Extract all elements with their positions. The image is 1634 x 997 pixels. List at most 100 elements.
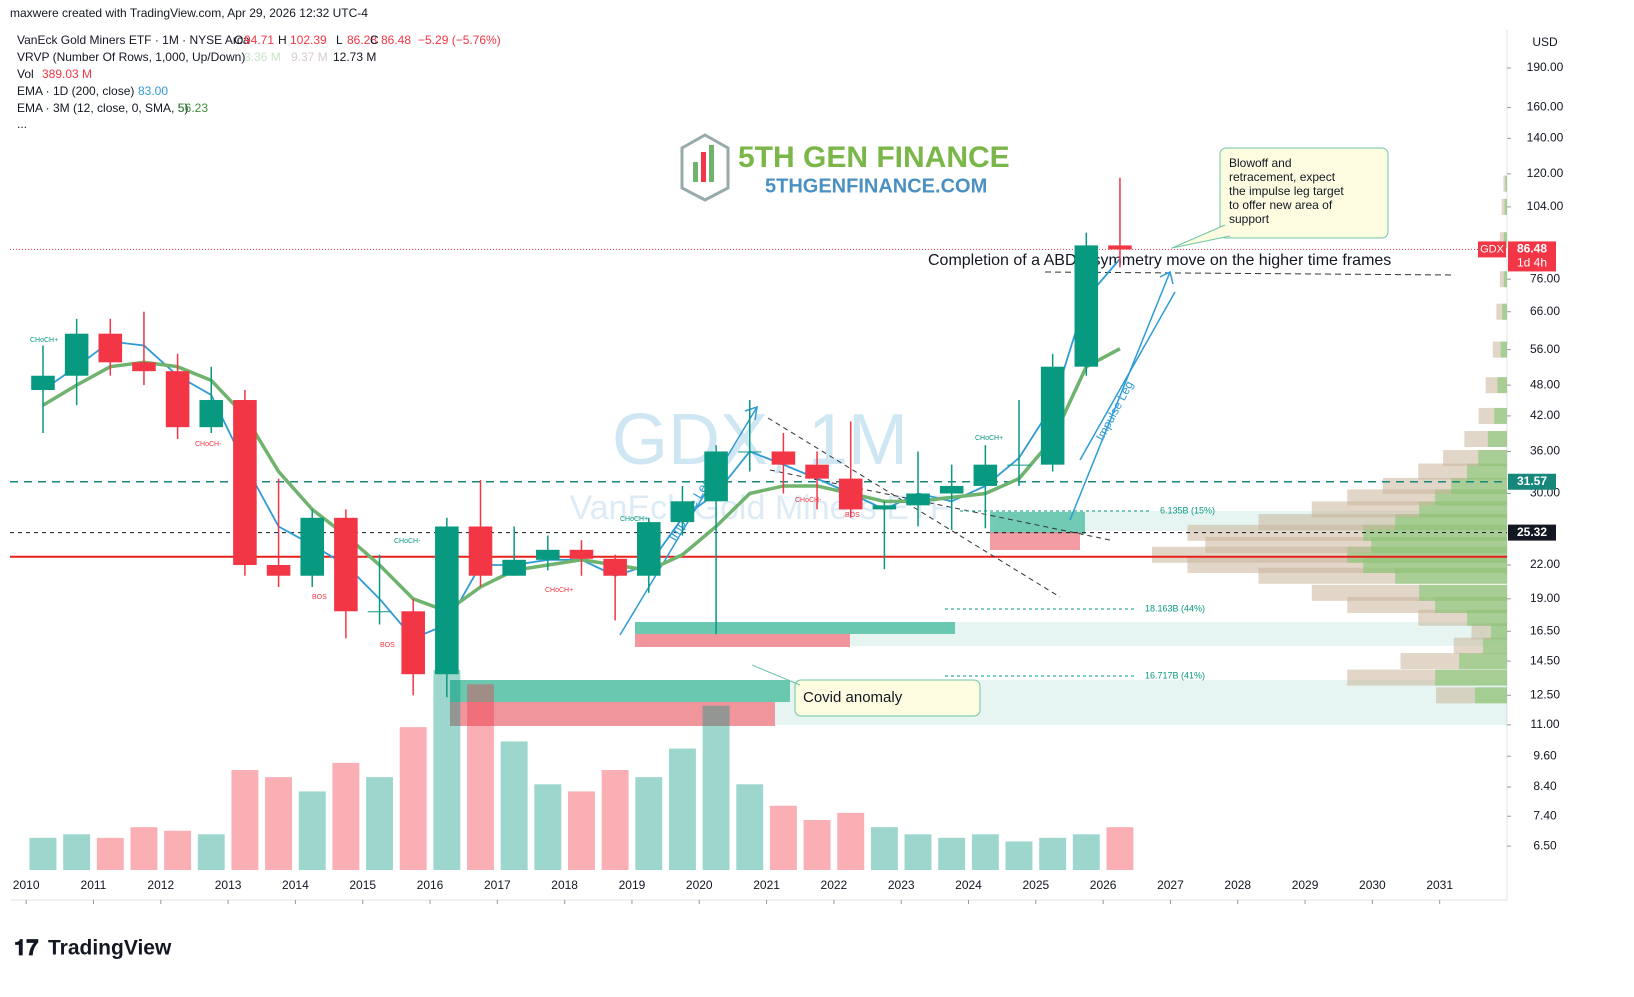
- callout-pointer: [751, 664, 801, 686]
- candle-body: [502, 559, 526, 576]
- x-tick-label: 2018: [551, 878, 578, 892]
- zone: [450, 702, 775, 726]
- candle-body: [737, 451, 762, 453]
- candle-body: [569, 549, 594, 559]
- profile-bar-up: [1467, 463, 1507, 480]
- price-tag: [1508, 473, 1556, 490]
- logo-name: 5TH GEN FINANCE: [738, 141, 1010, 174]
- y-tick-label: 160.00: [1527, 100, 1564, 114]
- zone-label: 18.163B (44%): [1145, 603, 1205, 613]
- zone: [990, 512, 1085, 534]
- x-tick-label: 2029: [1292, 878, 1319, 892]
- profile-bar-up: [1478, 449, 1507, 466]
- legend-value: 12.73 M: [333, 50, 376, 64]
- candle-body: [334, 517, 358, 612]
- price-tag: [1508, 241, 1556, 272]
- candle-body: [1108, 245, 1132, 250]
- candle-body: [367, 611, 392, 613]
- x-tick-label: 2017: [484, 878, 511, 892]
- legend-more: ...: [17, 117, 27, 131]
- candle-body: [132, 362, 156, 372]
- logo: 5TH GEN FINANCE 5THGENFINANCE.COM: [680, 133, 1010, 202]
- smc-label: CHoCH-: [795, 497, 822, 504]
- target-line: [1044, 271, 1456, 276]
- volume-bar: [29, 837, 57, 870]
- profile-bar-up: [1500, 341, 1507, 358]
- legend-symbol: VanEck Gold Miners ETF · 1M · NYSE Arca: [17, 33, 250, 47]
- profile-bar-up: [1497, 377, 1507, 394]
- volume-bar: [837, 812, 865, 870]
- smc-label: CHoCH+: [545, 587, 573, 594]
- y-tick-label: 76.00: [1530, 271, 1560, 285]
- price-tag-label: 31.57: [1517, 474, 1547, 488]
- candle-body: [805, 464, 829, 479]
- candle-body: [468, 526, 493, 576]
- y-tick-label: 22.00: [1530, 557, 1560, 571]
- impulse-arrow: [1079, 291, 1176, 461]
- legend-value: 9.37 M: [291, 50, 328, 64]
- candle-body: [771, 451, 796, 465]
- smc-label: BOS: [845, 512, 860, 519]
- legend-value: 389.03 M: [42, 67, 92, 81]
- volume-bar: [399, 727, 427, 870]
- candle-body: [64, 333, 89, 376]
- legend-ohlc: H: [278, 33, 287, 47]
- smc-label: CHoCH+: [30, 337, 58, 344]
- profile-bar-up: [1503, 271, 1507, 288]
- price-tag-label: 25.32: [1517, 525, 1547, 539]
- candle-body: [300, 517, 325, 576]
- profile-bar: [1503, 175, 1507, 192]
- y-tick-label: 120.00: [1527, 166, 1564, 180]
- smc-label: CHoCH+: [620, 516, 648, 523]
- profile-bar-up: [1451, 477, 1507, 494]
- candle-body: [1007, 464, 1031, 466]
- legend-ohlc: L: [336, 33, 343, 47]
- y-tick-label: 66.00: [1530, 304, 1560, 318]
- x-tick-label: 2013: [215, 878, 242, 892]
- profile-bar: [1496, 303, 1507, 320]
- price-tag-sub: 1d 4h: [1517, 256, 1547, 270]
- x-tick-label: 2030: [1359, 878, 1386, 892]
- logo-icon: [701, 152, 706, 182]
- profile-bar-up: [1502, 303, 1507, 320]
- x-tick-label: 2025: [1022, 878, 1049, 892]
- volume-bar: [736, 784, 764, 870]
- y-tick-label: 104.00: [1527, 199, 1564, 213]
- callout-pointer: [1171, 224, 1231, 249]
- zone: [450, 680, 790, 702]
- logo-icon: [709, 145, 714, 182]
- candle-body: [704, 451, 728, 502]
- profile-bar-up: [1491, 623, 1507, 640]
- y-tick-label: 14.50: [1530, 653, 1560, 667]
- currency: USD: [1532, 35, 1558, 49]
- y-tick-label: 16.50: [1530, 624, 1560, 638]
- callout-text: support: [1229, 212, 1270, 226]
- legend-value: 83.00: [138, 84, 168, 98]
- candle-body: [872, 505, 897, 510]
- profile-bar-up: [1503, 232, 1507, 249]
- volume-bar: [366, 777, 394, 870]
- legend-value: 3.36 M: [244, 50, 281, 64]
- volume-bar: [433, 670, 461, 870]
- volume-bar: [769, 805, 797, 870]
- candle-body: [233, 400, 257, 566]
- legend-vol: Vol: [17, 67, 34, 81]
- symbol-tag: [1478, 241, 1506, 258]
- candle-body: [165, 371, 190, 428]
- footer-mark: 𝟏𝟕: [14, 935, 39, 960]
- y-tick-label: 56.00: [1530, 342, 1560, 356]
- volume-bar: [467, 684, 494, 870]
- profile-bar-up: [1467, 609, 1507, 626]
- x-tick-label: 2020: [686, 878, 713, 892]
- volume-bar: [601, 770, 629, 870]
- candle-body: [637, 522, 661, 576]
- smc-label: CHoCH+: [975, 435, 1003, 442]
- volume-bar: [668, 748, 696, 870]
- zone: [635, 634, 850, 647]
- volume-bar: [197, 834, 225, 870]
- volume-bar: [938, 837, 966, 870]
- logo-icon: [680, 133, 730, 202]
- price-tag-label: 86.48: [1517, 242, 1547, 256]
- callout-box: [794, 679, 981, 717]
